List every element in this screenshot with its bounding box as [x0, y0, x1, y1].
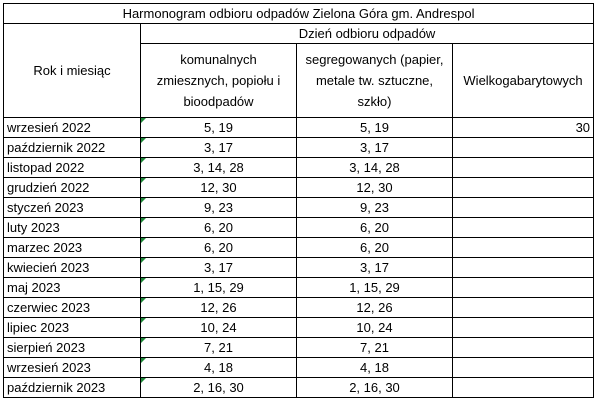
cell: 3, 14, 28	[296, 157, 453, 178]
cell: 7, 21	[296, 337, 453, 358]
cell: 3, 14, 28	[140, 157, 297, 178]
cell: 1, 15, 29	[296, 277, 453, 298]
data-row: sierpień 2023 7, 21 7, 21	[3, 337, 595, 358]
cell: maj 2023	[3, 277, 141, 298]
cell: 5, 19	[140, 117, 297, 138]
cell: 10, 24	[296, 317, 453, 338]
cell: 12, 30	[140, 177, 297, 198]
cell: 1, 15, 29	[140, 277, 297, 298]
cell: 2, 16, 30	[140, 377, 297, 398]
title: Harmonogram odbioru odpadów Zielona Góra…	[2, 3, 595, 24]
cell	[451, 157, 595, 178]
cell	[451, 137, 595, 158]
cell: 10, 24	[140, 317, 297, 338]
cell	[451, 177, 595, 198]
data-row: grudzień 2022 12, 30 12, 30	[3, 177, 595, 198]
cell: listopad 2022	[3, 157, 141, 178]
data-row: październik 2022 3, 17 3, 17	[3, 137, 595, 158]
cell	[451, 297, 595, 318]
data-row: lipiec 2023 10, 24 10, 24	[3, 317, 595, 338]
cell: marzec 2023	[3, 237, 141, 258]
cell: styczeń 2023	[3, 197, 141, 218]
cell: październik 2023	[3, 377, 141, 398]
cell: 3, 17	[140, 257, 297, 278]
cell: czerwiec 2023	[3, 297, 141, 318]
data-row: czerwiec 2023 12, 26 12, 26	[3, 297, 595, 318]
cell: 12, 26	[296, 297, 453, 318]
header-row: komunalnych zmiesznych, popiołu i bioodp…	[4, 43, 595, 118]
cell: luty 2023	[3, 217, 141, 238]
cell: 6, 20	[140, 237, 297, 258]
cell	[451, 237, 595, 258]
cell	[451, 277, 595, 298]
data-row: październik 2023 2, 16, 30 2, 16, 30	[3, 377, 595, 398]
data-row: listopad 2022 3, 14, 28 3, 14, 28	[3, 157, 595, 178]
cell: 4, 18	[296, 357, 453, 378]
cell	[451, 217, 595, 238]
cell: kwiecień 2023	[3, 257, 141, 278]
cell: 9, 23	[140, 197, 297, 218]
group-header-row: Rok i miesiąc Dzień odbioru odpadów	[3, 23, 595, 118]
cell: 6, 20	[296, 217, 453, 238]
cell: lipiec 2023	[3, 317, 141, 338]
header-cell: Rok i miesiąc	[3, 23, 141, 118]
cell: 7, 21	[140, 337, 297, 358]
data-row: wrzesień 2022 5, 19 5, 19 30	[3, 117, 595, 138]
header-cell: komunalnych zmiesznych, popiołu i bioodp…	[140, 43, 297, 118]
cell	[451, 337, 595, 358]
cell	[451, 317, 595, 338]
data-row: wrzesień 2023 4, 18 4, 18	[3, 357, 595, 378]
data-row: maj 2023 1, 15, 29 1, 15, 29	[3, 277, 595, 298]
data-row: marzec 2023 6, 20 6, 20	[3, 237, 595, 258]
cell: 9, 23	[296, 197, 453, 218]
cell: 5, 19	[296, 117, 453, 138]
cell: wrzesień 2023	[3, 357, 141, 378]
cell: 3, 17	[296, 257, 453, 278]
schedule-table: Harmonogram odbioru odpadów Zielona Góra…	[2, 3, 595, 398]
data-row: styczeń 2023 9, 23 9, 23	[3, 197, 595, 218]
group-header: Dzień odbioru odpadów	[139, 23, 595, 44]
cell	[451, 197, 595, 218]
cell: 6, 20	[140, 217, 297, 238]
cell	[451, 357, 595, 378]
cell	[451, 377, 595, 398]
header-cell: segregowanych (papier, metale tw. sztucz…	[296, 43, 453, 118]
cell: 2, 16, 30	[296, 377, 453, 398]
data-row: luty 2023 6, 20 6, 20	[3, 217, 595, 238]
cell: październik 2022	[3, 137, 141, 158]
cell	[451, 257, 595, 278]
title-row: Harmonogram odbioru odpadów Zielona Góra…	[2, 3, 595, 24]
cell: 12, 30	[296, 177, 453, 198]
cell: sierpień 2023	[3, 337, 141, 358]
cell: 3, 17	[296, 137, 453, 158]
cell: 3, 17	[140, 137, 297, 158]
table-body: Harmonogram odbioru odpadów Zielona Góra…	[2, 3, 595, 398]
header-cell: Wielkogabarytowych	[451, 43, 595, 118]
cell: wrzesień 2022	[3, 117, 141, 138]
cell: 30	[451, 117, 595, 138]
cell: 6, 20	[296, 237, 453, 258]
cell: 4, 18	[140, 357, 297, 378]
cell: 12, 26	[140, 297, 297, 318]
data-row: kwiecień 2023 3, 17 3, 17	[3, 257, 595, 278]
cell: grudzień 2022	[3, 177, 141, 198]
